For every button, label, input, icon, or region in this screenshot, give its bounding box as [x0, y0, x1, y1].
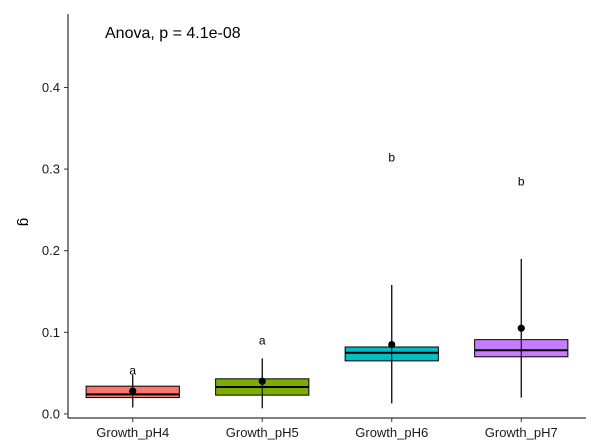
- y-tick-label: 0.1: [42, 325, 60, 340]
- mean-point: [388, 340, 396, 349]
- significance-letter: a: [129, 364, 136, 378]
- x-tick-label: Growth_pH7: [485, 425, 558, 440]
- mean-point: [129, 387, 137, 395]
- box-series: [85, 258, 569, 409]
- y-tick-label: 0.4: [42, 80, 60, 95]
- x-ticks: Growth_pH4 Growth_pH5 Growth_pH6 Growth_pH7: [96, 418, 558, 440]
- significance-letters: a a b b: [129, 151, 525, 378]
- axes: [67, 14, 586, 419]
- box-Growth_pH6: [344, 284, 439, 404]
- x-tick-label: Growth_pH6: [355, 425, 428, 440]
- x-tick-label: Growth_pH5: [226, 425, 299, 440]
- significance-letter: b: [518, 174, 525, 188]
- y-tick-label: 0.2: [42, 243, 60, 258]
- mean-point: [517, 324, 525, 332]
- y-ticks: 0.0 0.1 0.2 0.3 0.4: [42, 80, 68, 421]
- anova-annotation: Anova, p = 4.1e-08: [105, 25, 241, 42]
- significance-letter: a: [259, 333, 266, 347]
- significance-letter: b: [388, 151, 395, 165]
- y-tick-label: 0.0: [42, 406, 60, 421]
- box-Growth_pH7: [474, 258, 569, 398]
- y-tick-label: 0.3: [42, 162, 60, 177]
- mean-point: [258, 377, 266, 385]
- x-tick-label: Growth_pH4: [96, 425, 169, 440]
- box-Growth_pH5: [215, 358, 310, 409]
- y-axis-title: g: [16, 218, 33, 226]
- box-Growth_pH4: [85, 374, 180, 408]
